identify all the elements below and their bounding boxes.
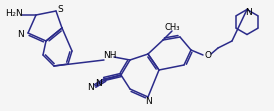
Text: N: N — [17, 30, 24, 39]
Text: 2: 2 — [11, 12, 15, 17]
Text: N: N — [15, 10, 21, 19]
Text: H: H — [6, 10, 12, 19]
Text: S: S — [57, 5, 63, 14]
Text: N: N — [96, 78, 102, 87]
Text: N: N — [145, 96, 152, 105]
Text: N: N — [88, 82, 94, 91]
Text: N: N — [245, 8, 251, 17]
Text: NH: NH — [103, 51, 117, 59]
Text: CH₃: CH₃ — [164, 23, 180, 32]
Text: O: O — [204, 51, 212, 59]
